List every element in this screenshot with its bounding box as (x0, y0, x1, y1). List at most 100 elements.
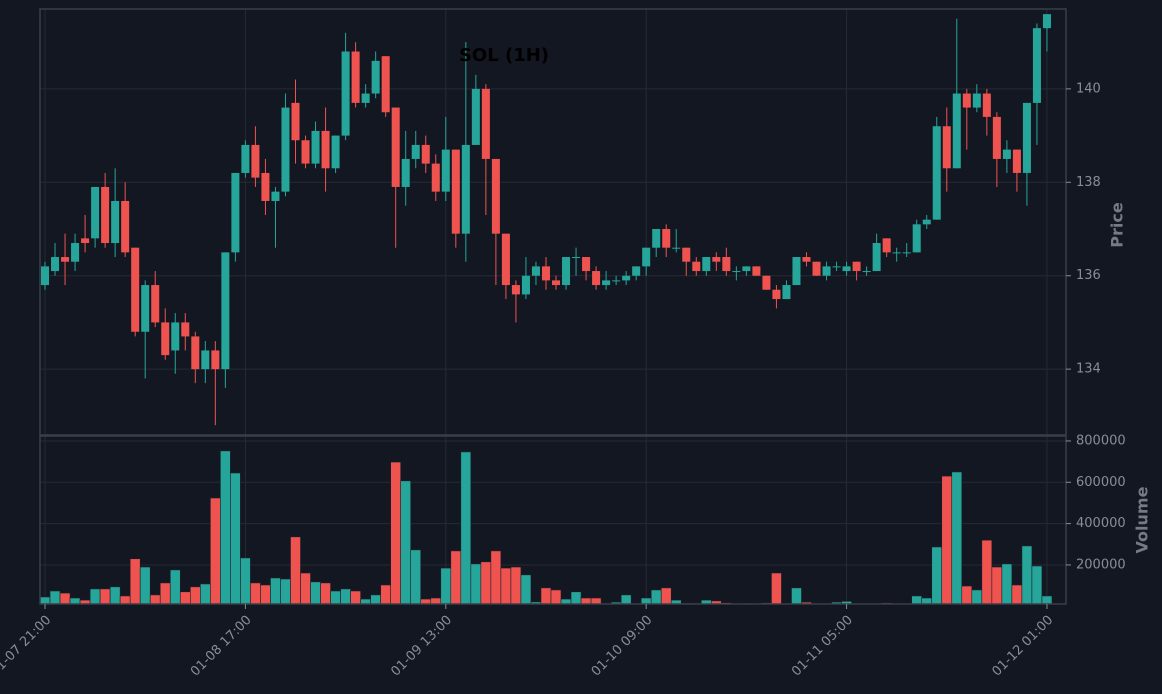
candle-body (251, 144, 260, 178)
volume-bar (660, 587, 672, 605)
candle-body (261, 172, 270, 201)
volume-bar (931, 546, 943, 605)
candle-body (431, 163, 440, 192)
volume-bar (1021, 545, 1033, 605)
volume-bar (1001, 563, 1013, 605)
volume-bar (550, 589, 562, 605)
volume-bar (490, 550, 502, 605)
volume-bar (200, 583, 211, 605)
volume-bar (49, 590, 61, 605)
candle-body (962, 93, 971, 108)
volume-bar (270, 577, 281, 605)
volume-bar (430, 597, 442, 605)
candle-body (882, 238, 891, 253)
candle-body (1002, 149, 1011, 159)
candle-body (311, 130, 320, 164)
volume-bar (500, 567, 512, 605)
volume-bar (210, 497, 221, 605)
candle-body (171, 322, 180, 351)
candle-body (852, 261, 861, 272)
volume-bar (300, 572, 311, 605)
y-tick-label: 138 (1076, 175, 1101, 190)
candle-body (221, 252, 230, 370)
candle-body (622, 275, 631, 281)
candle-body (301, 140, 310, 164)
candle-body (602, 280, 611, 286)
volume-bar (460, 451, 472, 605)
candle-body (562, 257, 571, 286)
volume-bar (149, 594, 161, 605)
candle-body (762, 275, 771, 290)
candle-body (71, 243, 80, 262)
candle-body (121, 200, 130, 253)
volume-bar (240, 557, 251, 605)
candle-body (501, 233, 510, 286)
candle-body (551, 280, 561, 286)
volume-tick-label: 800000 (1076, 433, 1126, 448)
candle-body (481, 88, 490, 159)
volume-bar (59, 592, 71, 605)
candle-body (491, 158, 500, 234)
candle-body (91, 186, 100, 239)
volume-bar (310, 581, 321, 605)
volume-bar (350, 590, 361, 605)
candle-body (972, 93, 981, 108)
volume-bar (139, 566, 151, 605)
candle-body (652, 229, 661, 248)
candle-body (612, 280, 621, 282)
candle-body (582, 257, 591, 272)
volume-tick-label: 600000 (1076, 475, 1126, 490)
y-axis-label: Price (1108, 202, 1127, 248)
candle-body (101, 186, 110, 244)
volume-bar (650, 589, 662, 605)
candle-body (832, 266, 841, 268)
candle-body (211, 350, 220, 370)
volume-bar (580, 597, 592, 605)
volume-bar (220, 450, 231, 605)
volume-bar (1031, 565, 1043, 605)
volume-bar (520, 574, 532, 605)
volume-bar (370, 594, 381, 605)
candle-body (241, 144, 250, 173)
volume-bar (250, 582, 261, 605)
candle-body (902, 252, 911, 254)
candle-body (451, 149, 460, 234)
candle-body (642, 247, 651, 267)
volume-bar (410, 549, 422, 605)
candle-body (321, 130, 330, 169)
candle-body (1032, 28, 1041, 103)
candle-body (802, 257, 811, 262)
candle-body (411, 144, 420, 159)
volume-bar (280, 578, 291, 605)
volume-bar (640, 597, 652, 605)
candle-body (231, 172, 240, 253)
volume-bar (1011, 584, 1023, 605)
candle-body (131, 247, 140, 332)
candle-body (391, 107, 400, 187)
y-tick-label: 134 (1076, 362, 1101, 377)
volume-bar (570, 591, 582, 605)
volume-bar (400, 480, 412, 605)
candle-body (822, 266, 831, 276)
volume-bar (911, 595, 923, 605)
candle-body (932, 126, 941, 220)
volume-bar (320, 582, 331, 605)
candle-body (531, 266, 540, 276)
candle-body (842, 266, 851, 272)
price-panel (39, 8, 1067, 436)
candle-body (61, 257, 70, 262)
volume-bar (1041, 595, 1053, 605)
volume-bar (230, 472, 241, 605)
volume-axis-label: Volume (1133, 486, 1152, 553)
candle-body (521, 275, 530, 295)
candle-body (912, 224, 921, 253)
volume-bar (971, 589, 983, 605)
candle-body (371, 60, 380, 94)
candle-body (812, 261, 821, 276)
volume-bar (791, 587, 802, 605)
volume-bar (159, 582, 171, 605)
volume-bar (39, 596, 51, 605)
candle-body (511, 285, 520, 295)
volume-bar (991, 566, 1003, 605)
